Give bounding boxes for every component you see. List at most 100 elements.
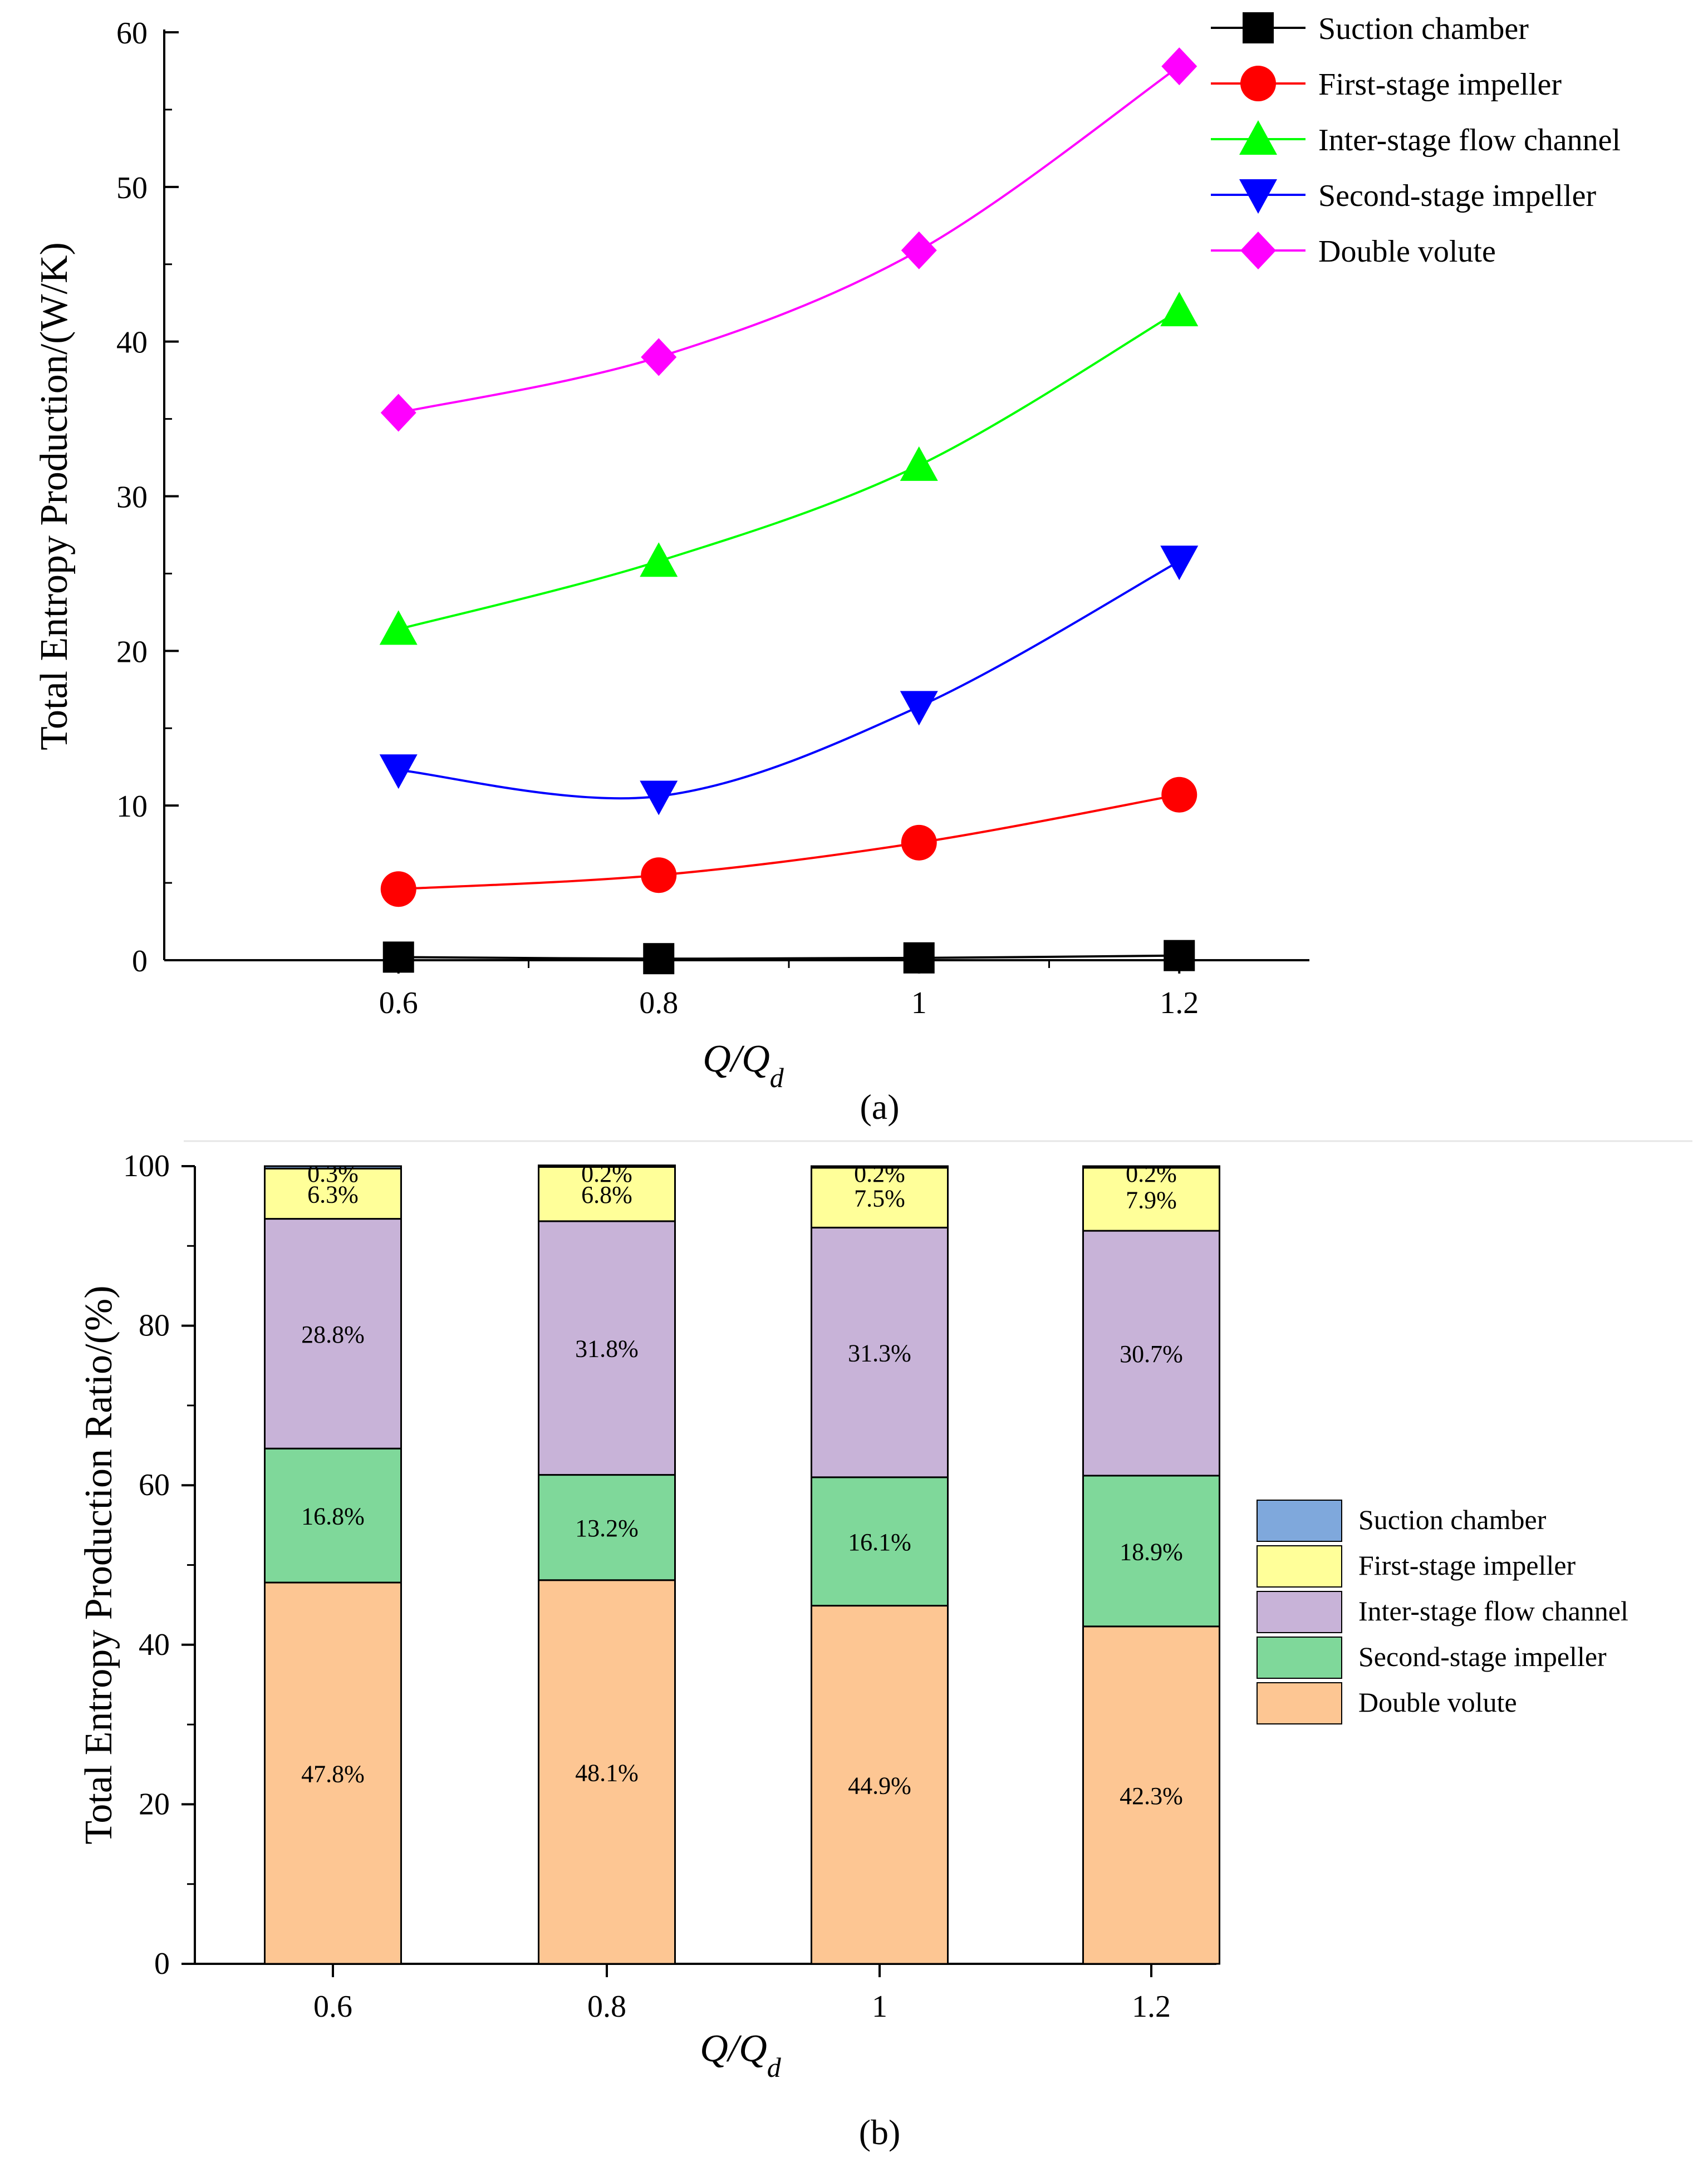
panel-b-stacked-bar-chart: 0 20 40 60 80 100 0.6 0.8 1 1.2 Q/Qd Total Entropy … xyxy=(77,1149,1628,2152)
data-label-double-volute: 48.1% xyxy=(575,1759,639,1786)
legend-a: Suction chamber First-stage impeller Inter… xyxy=(1211,12,1621,269)
data-point-inter-stage-flow-channel xyxy=(1160,292,1199,327)
data-point-first-stage-impeller xyxy=(901,824,937,861)
data-label-first-stage-impeller: 6.3% xyxy=(307,1181,359,1208)
y-tick-label: 60 xyxy=(116,16,148,51)
data-label-double-volute: 42.3% xyxy=(1120,1782,1183,1810)
bar-segment-second-stage-impeller xyxy=(811,1476,949,1607)
x-tick-label: 0.8 xyxy=(587,1989,626,2024)
data-point-double-volute xyxy=(1161,47,1197,86)
data-label-inter-stage-flow-channel: 31.8% xyxy=(575,1335,639,1363)
legend-b: Suction chamber First-stage impeller Inter… xyxy=(1257,1500,1628,1724)
data-point-first-stage-impeller xyxy=(1161,777,1197,813)
data-label-suction-chamber: 0.2% xyxy=(581,1160,632,1187)
y-tick-label: 10 xyxy=(116,789,148,824)
data-point-suction-chamber xyxy=(1164,940,1195,971)
legend-swatch-inter-stage-flow-channel xyxy=(1257,1591,1342,1633)
x-tick-label: 0.8 xyxy=(639,986,678,1020)
y-tick-label: 20 xyxy=(116,635,148,669)
data-point-inter-stage-flow-channel xyxy=(640,542,678,577)
bar-segment-suction-chamber xyxy=(811,1165,949,1169)
series-double-volute xyxy=(380,47,1197,432)
data-point-inter-stage-flow-channel xyxy=(900,446,938,481)
data-point-suction-chamber xyxy=(903,942,935,974)
data-label-second-stage-impeller: 13.2% xyxy=(575,1515,639,1542)
legend-label-inter-stage-flow-channel: Inter-stage flow channel xyxy=(1318,123,1621,158)
y-tick-label: 80 xyxy=(139,1309,170,1343)
data-point-second-stage-impeller xyxy=(640,780,678,815)
data-label-second-stage-impeller: 16.1% xyxy=(848,1529,911,1556)
data-point-first-stage-impeller xyxy=(641,857,677,893)
legend-marker-double-volute xyxy=(1240,232,1276,269)
x-tick-label: 1 xyxy=(872,1989,887,2024)
data-label-suction-chamber: 0.2% xyxy=(1126,1160,1177,1187)
legend-swatch-double-volute xyxy=(1257,1682,1342,1724)
legend-label-first-stage-impeller: First-stage impeller xyxy=(1358,1550,1576,1581)
legend-label-second-stage-impeller: Second-stage impeller xyxy=(1318,179,1597,213)
data-point-second-stage-impeller xyxy=(1160,546,1199,581)
series-inter-stage-flow-channel xyxy=(379,292,1199,645)
x-axis-title: Q/Qd xyxy=(700,2027,782,2083)
data-label-first-stage-impeller: 7.5% xyxy=(854,1185,905,1212)
bar-segment-second-stage-impeller xyxy=(538,1474,676,1581)
data-label-suction-chamber: 0.2% xyxy=(854,1160,905,1187)
bar-segment-inter-stage-flow-channel xyxy=(264,1218,402,1449)
bar-segment-double-volute xyxy=(811,1605,949,1965)
series-suction-chamber xyxy=(382,940,1195,975)
bar-segment-inter-stage-flow-channel xyxy=(1082,1230,1220,1477)
series-line-first-stage-impeller xyxy=(398,793,1180,891)
legend-label-suction-chamber: Suction chamber xyxy=(1358,1504,1547,1535)
legend-label-second-stage-impeller: Second-stage impeller xyxy=(1358,1641,1607,1672)
y-tick-label: 40 xyxy=(116,326,148,360)
legend-swatch-second-stage-impeller xyxy=(1257,1637,1342,1679)
data-label-first-stage-impeller: 6.8% xyxy=(581,1181,632,1208)
bar-segment-suction-chamber xyxy=(264,1165,402,1170)
data-point-suction-chamber xyxy=(382,941,414,973)
bar-stack-1-2 xyxy=(1082,1165,1220,1965)
legend-swatch-first-stage-impeller xyxy=(1257,1545,1342,1588)
series-first-stage-impeller xyxy=(380,777,1197,907)
data-point-inter-stage-flow-channel xyxy=(379,610,418,645)
panel-a-line-chart: 0 10 20 30 40 50 60 0.6 0.8 1 1.2 Q/Qd Total Entropy… xyxy=(33,12,1621,1127)
legend-label-suction-chamber: Suction chamber xyxy=(1318,12,1529,46)
data-label-suction-chamber: 0.3% xyxy=(307,1160,359,1187)
bar-stack-0-8 xyxy=(538,1164,676,1965)
y-tick-label: 100 xyxy=(123,1149,170,1183)
bar-segment-second-stage-impeller xyxy=(1082,1475,1220,1628)
y-tick-label: 0 xyxy=(154,1947,170,1981)
x-tick-label: 1.2 xyxy=(1160,986,1199,1020)
data-point-second-stage-impeller xyxy=(379,754,418,789)
y-tick-label: 40 xyxy=(139,1628,170,1662)
series-second-stage-impeller xyxy=(379,546,1199,815)
bar-segment-first-stage-impeller xyxy=(1082,1167,1220,1232)
x-tick-label: 1 xyxy=(911,986,927,1020)
bar-segment-first-stage-impeller xyxy=(538,1166,676,1222)
bar-stack-1 xyxy=(811,1165,949,1965)
panel-label-b: (b) xyxy=(859,2112,901,2152)
legend-label-double-volute: Double volute xyxy=(1358,1687,1517,1718)
legend-marker-inter-stage-flow-channel xyxy=(1239,120,1277,155)
series-line-second-stage-impeller xyxy=(398,560,1180,800)
bar-segment-first-stage-impeller xyxy=(811,1167,949,1229)
x-tick-label: 0.6 xyxy=(313,1989,352,2024)
legend-swatch-suction-chamber xyxy=(1257,1500,1342,1542)
legend-label-first-stage-impeller: First-stage impeller xyxy=(1318,67,1562,102)
data-label-inter-stage-flow-channel: 31.3% xyxy=(848,1340,911,1367)
bar-segment-first-stage-impeller xyxy=(264,1167,402,1220)
legend-marker-second-stage-impeller xyxy=(1239,179,1277,214)
data-point-double-volute xyxy=(641,338,677,376)
legend-marker-suction-chamber xyxy=(1243,12,1274,43)
y-axis-title: Total Entropy Production Ratio/(%) xyxy=(77,1285,120,1844)
bar-segment-double-volute xyxy=(1082,1625,1220,1965)
data-point-second-stage-impeller xyxy=(900,691,938,726)
y-tick-label: 30 xyxy=(116,480,148,515)
y-tick-label: 50 xyxy=(116,171,148,205)
bar-segment-inter-stage-flow-channel xyxy=(811,1226,949,1478)
data-label-second-stage-impeller: 18.9% xyxy=(1120,1538,1183,1565)
legend-label-double-volute: Double volute xyxy=(1318,234,1496,269)
series-line-inter-stage-flow-channel xyxy=(398,309,1180,631)
data-label-second-stage-impeller: 16.8% xyxy=(301,1503,365,1530)
y-tick-label: 0 xyxy=(132,944,148,979)
x-axis-title: Q/Qd xyxy=(703,1038,784,1093)
bar-segment-inter-stage-flow-channel xyxy=(538,1220,676,1476)
